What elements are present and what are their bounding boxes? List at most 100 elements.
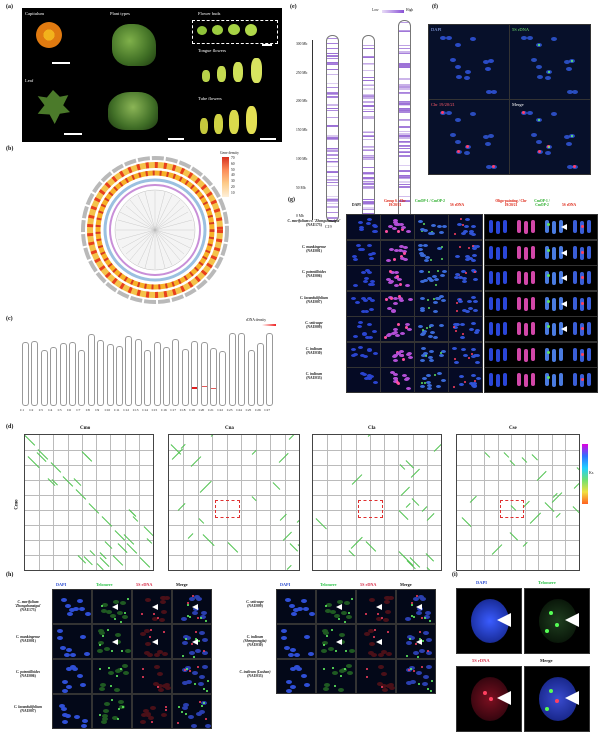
signal-spot — [124, 611, 127, 614]
g-micro-panel — [414, 239, 449, 266]
h-col-title: Merge — [400, 582, 412, 587]
karyotype-chromosome — [496, 374, 500, 387]
signal-spot — [400, 255, 404, 259]
signal-spot — [401, 358, 405, 362]
density-band — [327, 154, 338, 157]
g-micro-panel — [380, 290, 415, 317]
signal-spot — [99, 713, 102, 716]
signal-spot — [201, 705, 204, 708]
signal-spot — [156, 686, 159, 689]
chromosome-spot — [376, 617, 383, 621]
chromosome-spot — [397, 248, 403, 252]
density-band — [363, 213, 374, 215]
h-species-code: (NAU007) — [20, 708, 36, 713]
signal-spot — [430, 689, 433, 692]
chromosome-spot — [289, 603, 296, 608]
density-band — [327, 206, 338, 208]
chromosome-spot — [394, 333, 400, 337]
dotplot-title: Cna — [225, 426, 234, 431]
chromosome-spot — [181, 680, 188, 685]
karyotype-chromosome — [573, 296, 577, 310]
g-micro-panel — [380, 367, 415, 393]
chromosome-spot — [488, 134, 495, 139]
density-band — [399, 88, 410, 90]
chromosome-spot — [357, 248, 363, 252]
scale-bar — [52, 62, 70, 64]
chromosome-spot — [59, 645, 66, 650]
synteny-segment — [296, 513, 299, 523]
signal-spot — [194, 630, 197, 633]
signal-spot — [116, 674, 119, 677]
synteny-segment — [399, 464, 406, 470]
chromosome-C22 — [219, 351, 227, 406]
signal-spot — [408, 638, 411, 641]
chromosome-spot — [388, 686, 395, 691]
chromosome-spot — [121, 664, 128, 669]
signal-spot — [142, 667, 145, 670]
g-species-label: C. indicum (NAU033) — [284, 372, 344, 380]
signal-spot — [340, 674, 343, 677]
g-species-label: C. potentilloides (NAU006) — [284, 270, 344, 278]
density-band — [327, 138, 338, 140]
chromosome-C14 — [144, 350, 152, 406]
karyotype-chromosome — [531, 245, 535, 259]
chromosome-spot — [296, 666, 303, 671]
chromosome-spot — [326, 603, 333, 608]
tongue-flower — [217, 66, 226, 82]
f-dapi: DAPI — [428, 24, 510, 100]
chromosome-spot — [474, 361, 480, 365]
density-band — [363, 79, 374, 81]
density-band — [363, 173, 374, 174]
chromosome-spot — [357, 320, 363, 324]
density-band — [363, 111, 374, 112]
chromosome-spot — [363, 377, 369, 381]
chromosome-spot — [566, 141, 573, 146]
g-micro-panel — [414, 290, 449, 317]
signal-spot — [411, 602, 414, 605]
g-species-label: C. morifolium cv. 'Zhongshanzigui' (NAU17… — [284, 219, 344, 227]
chromosome-spot — [357, 345, 363, 349]
karyotype-chromosome — [496, 297, 500, 311]
chromosome-spot — [406, 386, 412, 390]
signal-spot — [413, 616, 416, 619]
h-species-code: (NAU173) — [20, 608, 36, 613]
density-band — [327, 48, 338, 50]
karyotype-chromosome — [545, 245, 549, 259]
signal-spot — [440, 245, 443, 248]
density-band — [399, 92, 410, 94]
density-band — [363, 156, 374, 158]
chromosome-spot — [199, 630, 206, 635]
chromosome-spot — [362, 299, 368, 303]
chromosome-spot — [390, 310, 396, 314]
chromosome-spot — [473, 331, 479, 335]
chromosome-spot — [402, 250, 408, 254]
chromosome-spot — [399, 299, 405, 303]
chromosome-spot — [196, 712, 203, 717]
chromosome-spot — [485, 164, 492, 169]
chromosome-spot — [373, 224, 379, 228]
signal-spot — [440, 257, 443, 260]
density-band — [399, 132, 410, 135]
density-band — [363, 177, 374, 179]
chromosome-spot — [142, 708, 149, 713]
panel-f-label: (f) — [432, 4, 438, 10]
density-band — [363, 44, 374, 47]
karyotype-chromosome — [531, 271, 535, 284]
density-band — [327, 171, 338, 173]
chromosome-spot — [290, 666, 297, 671]
chromosome-spot — [396, 278, 402, 282]
chromosome-spot — [65, 603, 72, 608]
synteny-segment — [27, 455, 40, 468]
capitulum-label: Capitulum — [25, 11, 44, 16]
chromosome-spot — [460, 270, 466, 274]
chromosome-C12 — [125, 336, 133, 406]
chromosome-spot — [420, 306, 426, 310]
arrowhead-icon — [561, 275, 567, 281]
density-band — [327, 150, 338, 152]
chromosome-spot — [563, 134, 570, 139]
chromosome-C1 — [22, 342, 29, 406]
chromosome-spot — [471, 259, 477, 263]
density-band — [363, 208, 374, 210]
chromosome-spot — [475, 376, 481, 380]
density-band — [363, 117, 374, 120]
